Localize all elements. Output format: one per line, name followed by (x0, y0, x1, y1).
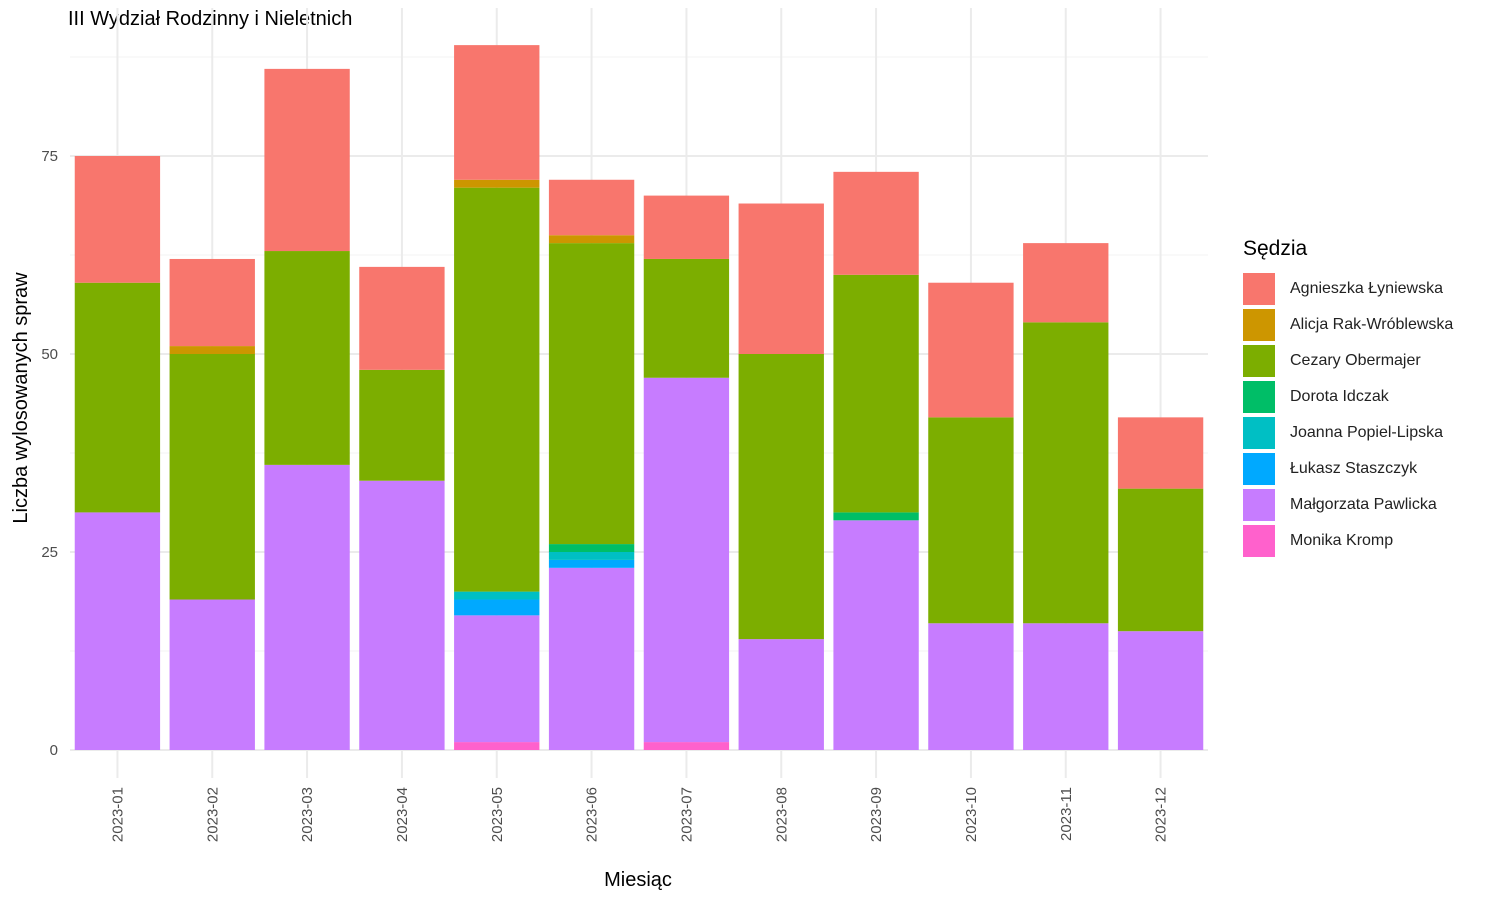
bar-segment (1023, 623, 1109, 750)
legend-item: Monika Kromp (1243, 523, 1453, 559)
bar-segment (643, 258, 730, 378)
legend-item: Alicja Rak-Wróblewska (1243, 307, 1453, 343)
legend-label: Cezary Obermajer (1290, 352, 1421, 369)
legend-swatch (1243, 273, 1275, 305)
y-axis-label: Liczba wylosowanych spraw (10, 272, 32, 524)
bar-segment (548, 243, 635, 545)
bar-segment (548, 179, 635, 236)
bar-segment (454, 45, 540, 180)
bar-segment (264, 68, 350, 252)
x-tick-label: 2023-04 (394, 787, 411, 842)
legend-swatch (1243, 417, 1275, 449)
bar-segment (643, 377, 730, 743)
bar-segment (738, 639, 824, 750)
bar-segment (169, 599, 255, 750)
legend-title: Sędzia (1243, 237, 1308, 260)
bar-segment (264, 464, 350, 750)
bar-segment (548, 552, 635, 560)
y-tick-label: 25 (41, 544, 58, 561)
legend-item: Łukasz Staszczyk (1243, 451, 1453, 487)
chart-title: III Wydział Rodzinny i Nieletnich (68, 8, 353, 30)
bar-segment (833, 274, 919, 513)
legend: Sędzia Agnieszka Łyniewska Alicja Rak-Wró… (1243, 237, 1453, 559)
bar-segment (454, 179, 540, 188)
bar-segment (74, 282, 161, 513)
legend-label: Małgorzata Pawlicka (1290, 496, 1437, 513)
legend-item: Agnieszka Łyniewska (1243, 271, 1453, 307)
x-tick-label: 2023-08 (773, 787, 790, 842)
legend-swatch (1243, 453, 1275, 485)
legend-swatch (1243, 345, 1275, 377)
bar-segment (454, 599, 540, 616)
legend-label: Agnieszka Łyniewska (1290, 280, 1443, 297)
y-tick-label: 0 (50, 742, 58, 759)
bar-segment (359, 480, 445, 750)
x-tick-labels: 2023-01 2023-02 2023-03 2023-04 2023-05 2023-… (109, 787, 1169, 842)
x-tick-label: 2023-03 (299, 787, 316, 842)
bar-segment (74, 156, 161, 283)
x-tick-label: 2023-01 (109, 787, 126, 842)
legend-swatch (1243, 381, 1275, 413)
bar-segment (454, 187, 540, 592)
bar-segment (169, 346, 255, 354)
x-tick-label: 2023-06 (584, 787, 601, 842)
minor-gridlines (70, 56, 1208, 652)
x-tick-label: 2023-05 (489, 787, 506, 842)
bar-segment (833, 512, 919, 521)
bar-segment (264, 251, 350, 465)
legend-items: Agnieszka Łyniewska Alicja Rak-Wróblewska… (1243, 271, 1453, 559)
bar-segment (833, 171, 919, 275)
bar-segment (643, 742, 730, 750)
bar-segment (833, 520, 919, 750)
x-tick-label: 2023-10 (963, 787, 980, 842)
bar-segment (548, 567, 635, 750)
bar-segment (548, 544, 635, 552)
bar-segment (738, 203, 824, 354)
legend-item: Małgorzata Pawlicka (1243, 487, 1453, 523)
bar-segment (928, 417, 1014, 624)
x-axis-label: Miesiąc (604, 869, 672, 891)
bar-segment (169, 258, 255, 347)
x-tick-label: 2023-12 (1153, 787, 1170, 842)
bar-segment (169, 354, 255, 600)
legend-item: Joanna Popiel-Lipska (1243, 415, 1453, 451)
legend-label: Łukasz Staszczyk (1290, 460, 1418, 477)
bar-segment (738, 354, 824, 640)
bar-segment (643, 195, 730, 259)
legend-swatch (1243, 309, 1275, 341)
x-tick-label: 2023-11 (1058, 787, 1075, 841)
bar-segment (548, 559, 635, 568)
y-tick-label: 75 (41, 148, 58, 165)
y-tick-label: 50 (41, 346, 58, 363)
bars (74, 45, 1204, 750)
x-tick-label: 2023-09 (868, 787, 885, 842)
bar-segment (454, 615, 540, 743)
legend-label: Dorota Idczak (1290, 388, 1389, 405)
x-tick-label: 2023-07 (678, 787, 695, 842)
bar-segment (359, 266, 445, 370)
bar-segment (548, 235, 635, 244)
bar-segment (1117, 488, 1204, 632)
bar-segment (1023, 243, 1109, 323)
bar-segment (1023, 322, 1109, 624)
bar-segment (359, 369, 445, 481)
legend-swatch (1243, 489, 1275, 521)
bar-segment (1117, 417, 1204, 489)
legend-item: Dorota Idczak (1243, 379, 1453, 415)
bar-segment (1117, 631, 1204, 750)
legend-label: Monika Kromp (1290, 532, 1394, 549)
legend-label: Alicja Rak-Wróblewska (1290, 316, 1454, 333)
x-tick-label: 2023-02 (204, 787, 221, 842)
bar-segment (454, 742, 540, 750)
bar-segment (928, 282, 1014, 418)
bar-segment (454, 591, 540, 600)
legend-label: Joanna Popiel-Lipska (1290, 424, 1443, 441)
bar-segment (928, 623, 1014, 750)
bar-segment (74, 512, 161, 750)
legend-swatch (1243, 525, 1275, 557)
legend-item: Cezary Obermajer (1243, 343, 1453, 379)
y-tick-labels: 0 25 50 75 (41, 148, 58, 759)
